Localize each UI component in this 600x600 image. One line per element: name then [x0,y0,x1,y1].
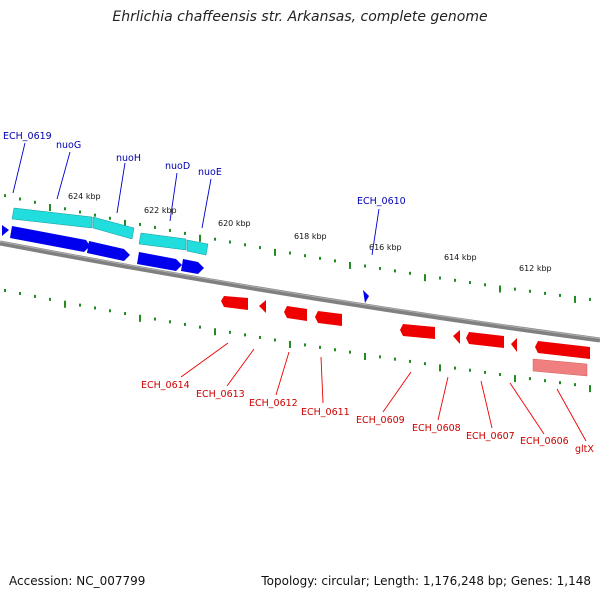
gene-feature[interactable] [11,207,93,229]
gene-feature[interactable] [363,290,369,303]
scale-label: 624 kbp [68,192,101,201]
reverse-gene-track [221,296,590,377]
gene-feature[interactable] [284,306,307,321]
forward-gene-track [2,225,369,303]
scale-label: 620 kbp [218,219,251,228]
gene-feature[interactable] [315,311,342,326]
scale-ticks-bottom [4,288,591,393]
rna-feature[interactable] [532,358,588,377]
gene-feature[interactable] [138,232,187,251]
scale-label: 614 kbp [444,253,477,262]
gene-label-ECH_0609[interactable]: ECH_0609 [356,415,405,426]
gene-feature[interactable] [87,241,130,261]
scale-ticks-top [4,194,591,303]
gene-feature[interactable] [453,330,460,344]
gene-label-nuoH[interactable]: nuoH [116,153,141,164]
gene-label-ECH_0607[interactable]: ECH_0607 [466,431,515,442]
scale-label: 616 kbp [369,243,402,252]
gene-feature[interactable] [400,324,435,339]
gene-feature[interactable] [259,300,266,313]
gene-feature[interactable] [92,216,135,240]
gene-label-gltX[interactable]: gltX [575,444,594,455]
gene-label-ECH_0619[interactable]: ECH_0619 [3,131,52,142]
gene-label-ECH_0612[interactable]: ECH_0612 [249,398,298,409]
scale-label: 612 kbp [519,264,552,273]
forward-cds-track [11,207,209,256]
gene-label-nuoD[interactable]: nuoD [165,161,190,172]
gene-feature[interactable] [535,341,590,359]
gene-label-ECH_0610[interactable]: ECH_0610 [357,196,406,207]
gene-feature[interactable] [181,259,204,274]
gene-feature[interactable] [137,252,182,271]
gene-label-ECH_0606[interactable]: ECH_0606 [520,436,569,447]
gene-feature[interactable] [186,239,209,256]
gene-label-ECH_0614[interactable]: ECH_0614 [141,380,190,391]
genome-summary-text: Topology: circular; Length: 1,176,248 bp… [261,574,591,588]
gene-label-ECH_0608[interactable]: ECH_0608 [412,423,461,434]
gene-label-ECH_0613[interactable]: ECH_0613 [196,389,245,400]
scale-label: 618 kbp [294,232,327,241]
genome-backbone-highlight [0,241,600,339]
gene-feature[interactable] [511,338,517,352]
gene-label-nuoE[interactable]: nuoE [198,167,222,178]
scale-label: 622 kbp [144,206,177,215]
accession-text: Accession: NC_007799 [9,574,146,588]
gene-feature[interactable] [10,226,90,252]
gene-label-nuoG[interactable]: nuoG [56,140,81,151]
gene-feature[interactable] [221,296,248,310]
gene-label-ECH_0611[interactable]: ECH_0611 [301,407,350,418]
gene-feature[interactable] [2,225,9,236]
genome-backbone [0,240,600,343]
reverse-callouts [180,342,587,442]
genome-title: Ehrlichia chaffeensis str. Arkansas, com… [112,9,488,25]
forward-callouts [12,142,380,256]
gene-feature[interactable] [466,332,504,348]
